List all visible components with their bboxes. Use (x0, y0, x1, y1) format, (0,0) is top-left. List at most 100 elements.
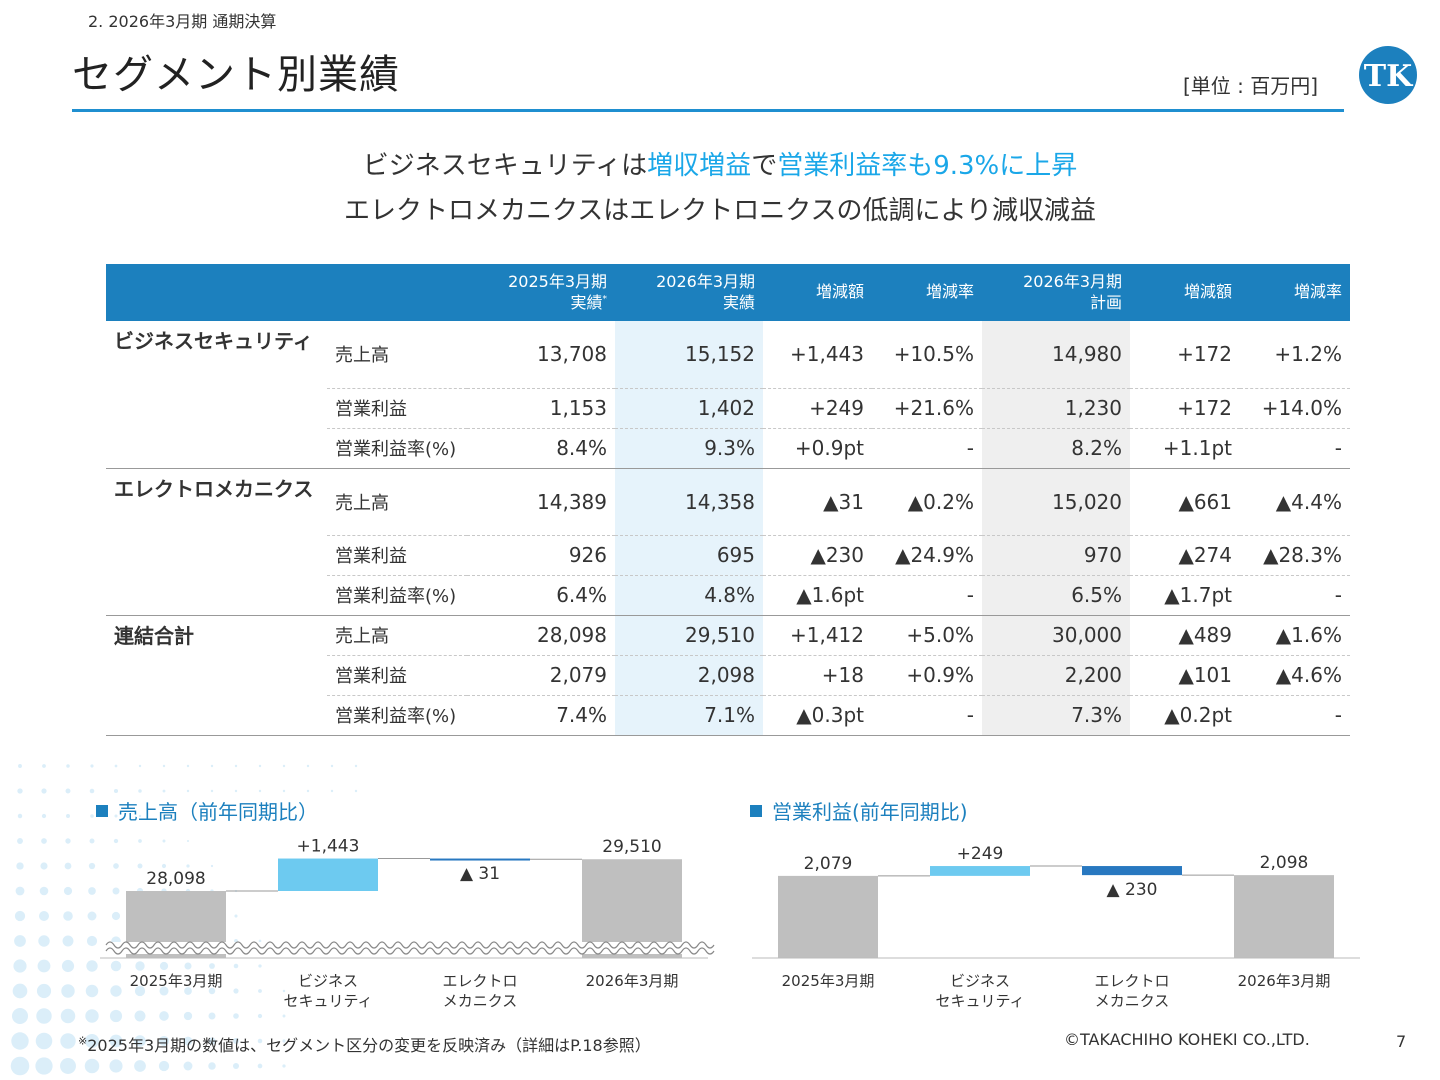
cell-change-rate: +0.9% (872, 655, 982, 696)
decorative-dot (134, 985, 146, 997)
cell-fy2026-actual: 695 (615, 535, 763, 576)
decorative-dot (110, 960, 122, 972)
table-row: 営業利益 1,153 1,402 +249 +21.6% 1,230 +172 +14.0% (106, 388, 1350, 429)
table-row: 営業利益 926 695 ▲230 ▲24.9% 970 ▲274 ▲28.3% (106, 535, 1350, 576)
axis-break-mask (100, 942, 708, 954)
cell-plan-change-amount: ▲0.2pt (1130, 695, 1240, 736)
decorative-dot (36, 1008, 52, 1024)
cell-fy2025-actual: 7.4% (467, 695, 615, 736)
cell-fy2026-plan: 1,230 (982, 388, 1130, 429)
decorative-dot (330, 764, 334, 768)
decorative-dot (35, 1032, 53, 1050)
cell-fy2026-actual: 2,098 (615, 655, 763, 696)
decorative-dot (60, 1008, 76, 1024)
cell-fy2025-actual: 926 (467, 535, 615, 576)
decorative-dot (36, 983, 52, 999)
decorative-dot (134, 1060, 146, 1072)
decorative-dot (84, 1033, 100, 1049)
company-logo: TK (1359, 46, 1417, 104)
decorative-dot (88, 887, 96, 895)
cell-change-rate: ▲24.9% (872, 535, 982, 576)
header-plan-change-rate: 増減率 (1240, 264, 1350, 321)
decorative-dot (114, 764, 118, 768)
decorative-dot (138, 764, 142, 768)
waterfall-bar (778, 875, 878, 958)
copyright: ©TAKACHIHO KOHEKI CO.,LTD. (1064, 1030, 1310, 1049)
waterfall-bar (1082, 866, 1182, 876)
category-label: ビジネス (950, 972, 1010, 990)
decorative-dot (330, 789, 334, 793)
chart-bullet (750, 805, 762, 817)
decorative-dot (257, 1038, 263, 1044)
decorative-dot (306, 764, 310, 768)
cell-change-amount: +1,412 (763, 615, 872, 656)
cell-fy2025-actual: 28,098 (467, 615, 615, 656)
decorative-dot (12, 983, 28, 999)
sales-chart-title: 売上高（前年同期比） (96, 796, 318, 825)
sales-waterfall-chart: 28,098 2025年3月期 +1,443 ビジネスセキュリティ ▲ 31 エレクトロメ… (100, 837, 715, 1010)
footnote: ※2025年3月期の数値は、セグメント区分の変更を反映済み（詳細はP.18参照） (78, 1034, 651, 1055)
decorative-dot (208, 1037, 216, 1045)
decorative-dot-pattern (10, 764, 358, 1076)
decorative-dot (87, 911, 97, 921)
decorative-dot (209, 963, 215, 969)
decorative-dot (258, 939, 262, 943)
cell-fy2026-plan: 14,980 (982, 321, 1130, 389)
decorative-dot (184, 962, 192, 970)
segment-name: エレクトロメカニクス (106, 468, 327, 616)
decorative-dot (159, 986, 169, 996)
decorative-dot (162, 764, 166, 768)
decorative-dot (11, 1007, 29, 1025)
category-label: セキュリティ (283, 992, 372, 1010)
cell-fy2026-actual: 4.8% (615, 575, 763, 616)
section-label: 2. 2026年3月期 通期決算 (88, 12, 277, 31)
bar-value-label: 2,079 (804, 854, 853, 874)
category-label: メカニクス (443, 992, 518, 1010)
waterfall-bar (930, 866, 1030, 876)
decorative-dot (85, 984, 99, 998)
row-item-label: 営業利益率(%) (327, 575, 467, 616)
decorative-dot (208, 1062, 216, 1070)
decorative-dot (63, 911, 73, 921)
decorative-dot (113, 788, 119, 794)
header-segment (106, 264, 327, 321)
cell-fy2026-plan: 2,200 (982, 655, 1130, 696)
cell-fy2026-plan: 970 (982, 535, 1130, 576)
cell-change-amount: ▲31 (763, 468, 872, 536)
cell-change-rate: ▲0.2% (872, 468, 982, 536)
cell-fy2026-plan: 30,000 (982, 615, 1130, 656)
decorative-dot (158, 1035, 170, 1047)
bar-value-label: ▲ 31 (460, 864, 500, 884)
cell-fy2025-actual: 14,389 (467, 468, 615, 536)
cell-plan-change-amount: ▲101 (1130, 655, 1240, 696)
decorative-dot (161, 863, 167, 869)
decorative-dot (186, 789, 190, 793)
decorative-dot (17, 813, 23, 819)
decorative-dot (64, 862, 72, 870)
category-label: エレクトロ (1094, 972, 1169, 990)
decorative-dot (282, 1014, 286, 1018)
header-item (327, 264, 467, 321)
decorative-dot (138, 814, 142, 818)
decorative-dot (109, 1009, 123, 1023)
decorative-dot (137, 863, 143, 869)
cell-fy2025-actual: 1,153 (467, 388, 615, 429)
decorative-dot (183, 1061, 193, 1071)
row-item-label: 営業利益率(%) (327, 695, 467, 736)
decorative-dot (282, 989, 286, 993)
decorative-dot (38, 910, 50, 922)
decorative-dot (66, 814, 70, 818)
cell-plan-change-amount: ▲1.7pt (1130, 575, 1240, 616)
decorative-dot (85, 1009, 99, 1023)
decorative-dot (208, 987, 216, 995)
cell-fy2025-actual: 6.4% (467, 575, 615, 616)
cell-change-amount: ▲1.6pt (763, 575, 872, 616)
header-plan-change-amount: 増減額 (1130, 264, 1240, 321)
table-header-row: 2025年3月期 実績* 2026年3月期 実績 増減額 増減率 2026年3月期計… (106, 264, 1350, 321)
cell-change-rate: +21.6% (872, 388, 982, 429)
cell-plan-change-rate: - (1240, 428, 1350, 469)
decorative-dot (159, 961, 169, 971)
decorative-dot (16, 862, 24, 870)
decorative-dot (15, 886, 25, 896)
decorative-dot (162, 839, 166, 843)
